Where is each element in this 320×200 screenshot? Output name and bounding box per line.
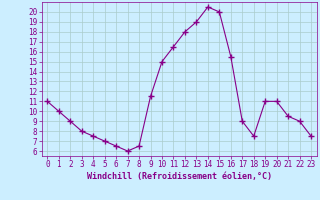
X-axis label: Windchill (Refroidissement éolien,°C): Windchill (Refroidissement éolien,°C) bbox=[87, 172, 272, 181]
